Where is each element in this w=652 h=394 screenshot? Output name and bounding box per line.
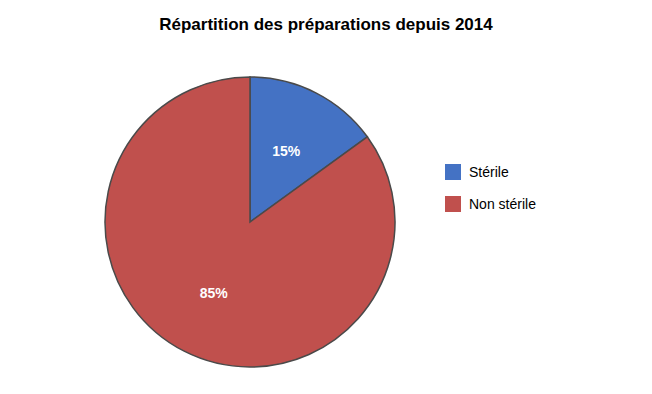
background — [0, 0, 652, 394]
pie-slice — [105, 77, 395, 367]
legend-swatch — [445, 164, 461, 180]
legend-item: Stérile — [445, 164, 509, 180]
pie — [105, 77, 395, 367]
data-label: 85% — [200, 285, 229, 301]
title: Répartition des préparations depuis 2014 — [159, 15, 493, 34]
legend-label: Non stérile — [469, 196, 536, 212]
data-label: 15% — [272, 143, 301, 159]
chart: Répartition des préparations depuis 2014… — [0, 0, 652, 394]
legend-label: Stérile — [469, 164, 509, 180]
data-labels: 15% 85% — [200, 143, 301, 301]
legend-item: Non stérile — [445, 196, 536, 212]
legend-swatch — [445, 196, 461, 212]
legend: Stérile Non stérile — [445, 164, 536, 212]
